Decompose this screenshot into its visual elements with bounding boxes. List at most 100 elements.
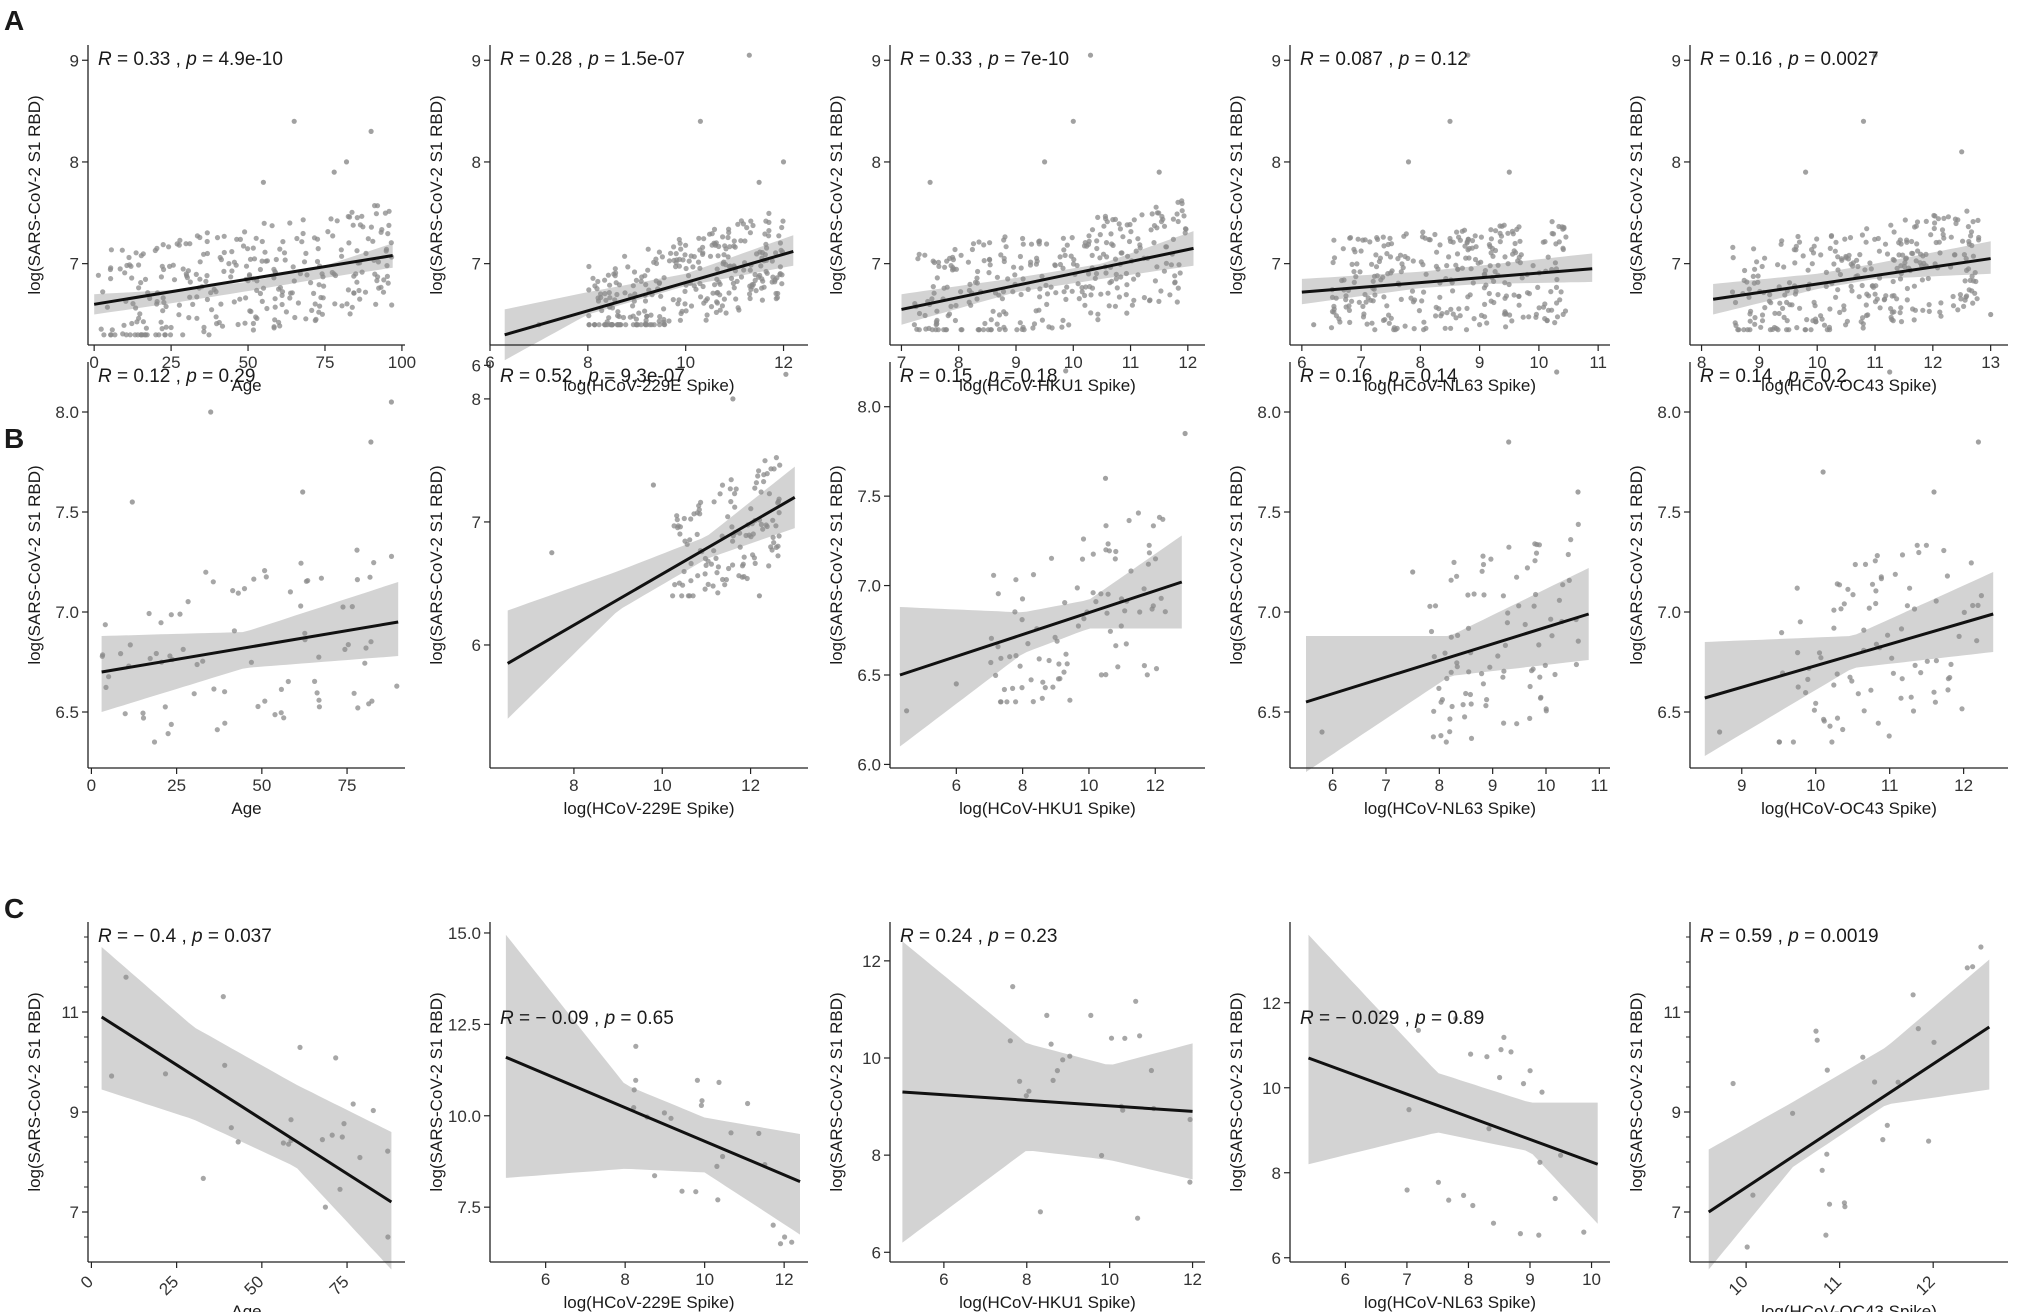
- data-point: [614, 322, 620, 328]
- data-point: [738, 218, 745, 224]
- data-point: [695, 573, 701, 579]
- data-point: [1461, 1192, 1467, 1198]
- data-point: [732, 244, 738, 250]
- data-point: [777, 462, 783, 468]
- data-point: [1133, 248, 1139, 254]
- confidence-band: [902, 941, 1193, 1243]
- data-point: [325, 229, 331, 235]
- data-point: [1095, 311, 1101, 317]
- data-point: [240, 243, 247, 249]
- y-tick-label: 10: [1262, 1079, 1281, 1098]
- data-point: [1463, 327, 1470, 333]
- data-point: [1056, 661, 1062, 667]
- data-point: [1172, 273, 1178, 279]
- data-point: [1931, 689, 1937, 695]
- data-point: [1062, 600, 1068, 606]
- data-point: [1349, 261, 1355, 267]
- data-point: [916, 251, 922, 257]
- data-point: [1792, 260, 1798, 266]
- data-point: [1843, 322, 1849, 328]
- data-point: [759, 297, 766, 303]
- data-point: [1872, 1079, 1878, 1085]
- data-point: [1968, 229, 1975, 235]
- data-point: [1933, 658, 1939, 664]
- data-point: [259, 258, 265, 264]
- data-point: [1950, 303, 1957, 309]
- data-point: [162, 1071, 169, 1077]
- data-point: [1468, 735, 1475, 742]
- data-point: [1758, 324, 1764, 330]
- data-point: [747, 267, 753, 273]
- data-point: [1103, 240, 1110, 246]
- data-point: [631, 298, 637, 304]
- data-point: [363, 645, 369, 651]
- data-point: [1040, 679, 1046, 685]
- confidence-band: [1306, 568, 1589, 772]
- data-point: [1027, 262, 1034, 268]
- data-point: [1148, 227, 1154, 233]
- data-point: [1007, 654, 1013, 660]
- data-point: [720, 1153, 726, 1160]
- data-point: [622, 290, 628, 296]
- data-point: [302, 630, 308, 636]
- data-point: [1834, 715, 1841, 721]
- data-point: [980, 327, 987, 333]
- y-tick-label: 6: [872, 1243, 881, 1262]
- data-point: [1119, 250, 1125, 256]
- data-point: [1784, 318, 1790, 324]
- data-point: [254, 287, 260, 293]
- data-point: [1340, 246, 1346, 252]
- data-point: [1487, 664, 1493, 670]
- data-point: [934, 275, 940, 281]
- data-point: [1446, 1197, 1452, 1203]
- data-point: [1491, 278, 1497, 284]
- data-point: [221, 268, 227, 274]
- data-point: [332, 301, 338, 307]
- data-point: [1813, 700, 1819, 706]
- data-point: [1481, 592, 1487, 598]
- data-point: [1804, 317, 1810, 323]
- y-tick-label: 7: [70, 1203, 79, 1222]
- data-point: [951, 266, 957, 272]
- x-tick-label: 6: [952, 776, 961, 795]
- data-point: [1420, 262, 1426, 268]
- data-point: [1053, 290, 1059, 296]
- x-tick-label: 7: [1356, 353, 1365, 372]
- data-point: [943, 327, 950, 333]
- data-point: [1530, 263, 1536, 269]
- data-point: [987, 240, 993, 246]
- data-point: [1380, 274, 1386, 280]
- y-tick-label: 6.5: [1657, 703, 1681, 722]
- x-tick-label: 11: [1819, 1272, 1845, 1298]
- data-point: [1082, 292, 1088, 299]
- data-point: [1849, 288, 1855, 294]
- regression-line: [93, 254, 393, 306]
- data-point: [132, 332, 138, 338]
- regression-line: [505, 1055, 801, 1183]
- data-point: [1730, 255, 1736, 261]
- data-point: [1088, 292, 1094, 298]
- data-point: [586, 287, 592, 293]
- data-point: [1891, 309, 1897, 315]
- regression-line: [1707, 1025, 1991, 1214]
- data-point: [1135, 1215, 1141, 1221]
- data-point: [935, 259, 942, 265]
- data-point: [1367, 239, 1373, 245]
- data-point: [958, 252, 964, 258]
- y-axis-label: log(SARS-CoV-2 S1 RBD): [1627, 465, 1646, 664]
- data-point: [773, 544, 780, 551]
- data-point: [1556, 597, 1562, 603]
- y-tick-label: 10.0: [448, 1107, 481, 1126]
- data-point: [1144, 672, 1150, 678]
- data-point: [734, 278, 740, 284]
- x-tick-label: 6: [541, 1270, 550, 1289]
- data-point: [319, 1137, 325, 1143]
- x-tick-label: 12: [1954, 776, 1973, 795]
- data-point: [1744, 1244, 1750, 1250]
- data-point: [231, 628, 237, 634]
- data-point: [1479, 671, 1485, 677]
- data-point: [1506, 439, 1512, 445]
- data-point: [203, 278, 209, 284]
- data-point: [749, 282, 755, 288]
- y-tick-label: 7.5: [1657, 503, 1681, 522]
